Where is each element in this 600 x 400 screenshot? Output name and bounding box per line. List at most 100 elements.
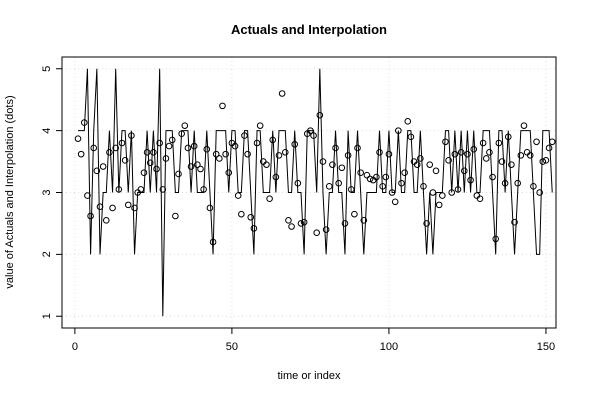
actual-point: [338, 164, 346, 172]
actual-point: [332, 144, 339, 152]
actual-point: [335, 179, 342, 187]
x-tick-label: 150: [537, 341, 555, 353]
actual-point: [413, 161, 421, 168]
actual-point: [93, 167, 101, 175]
actual-point: [373, 173, 380, 181]
actual-point: [520, 122, 528, 129]
actual-point: [143, 148, 151, 156]
actual-point: [533, 138, 540, 146]
actual-point: [376, 148, 383, 156]
actual-point: [231, 142, 239, 150]
actual-point: [445, 157, 452, 164]
actual-point: [307, 127, 314, 134]
actual-point: [448, 189, 456, 196]
actual-point: [197, 165, 204, 173]
actual-point: [467, 176, 474, 184]
actual-point: [275, 152, 283, 159]
y-tick-label: 2: [41, 251, 53, 257]
actual-point: [457, 148, 465, 156]
actual-point: [291, 140, 299, 148]
actual-point: [272, 173, 280, 181]
actual-point: [203, 145, 211, 153]
actual-point: [354, 144, 361, 152]
actual-point: [511, 218, 518, 226]
actual-point: [545, 144, 553, 152]
actual-point: [99, 163, 107, 170]
actual-point: [476, 195, 484, 202]
actual-point: [181, 122, 189, 129]
actual-point: [77, 150, 85, 158]
actual-point: [222, 150, 229, 158]
actual-point: [200, 186, 207, 193]
actual-point: [420, 183, 427, 190]
actual-point: [225, 169, 233, 177]
actual-point: [109, 204, 116, 212]
actual-point: [172, 212, 179, 220]
actual-point: [401, 169, 408, 177]
actual-point: [539, 158, 547, 165]
actual-point: [216, 155, 223, 162]
x-axis-label: time or index: [278, 370, 341, 382]
actual-point: [379, 183, 386, 190]
actual-point: [102, 217, 110, 224]
plot-frame: [61, 56, 557, 329]
actual-point: [250, 225, 258, 232]
actual-point: [256, 122, 264, 129]
actual-point: [288, 223, 295, 230]
actual-point: [278, 90, 286, 97]
actual-point: [266, 195, 273, 202]
actual-point: [501, 179, 509, 187]
actual-point: [325, 183, 333, 190]
actual-point: [87, 212, 94, 220]
actual-point: [137, 186, 145, 193]
actual-point: [241, 132, 248, 139]
actual-point: [178, 130, 185, 138]
actual-point: [96, 203, 104, 211]
actual-point: [310, 132, 317, 139]
actual-point: [495, 139, 503, 147]
actual-point: [548, 138, 556, 146]
actual-point: [131, 204, 138, 212]
actual-point: [398, 179, 405, 187]
actual-point: [74, 135, 82, 142]
actual-point: [482, 155, 490, 162]
actual-point: [244, 150, 251, 158]
actual-point: [190, 142, 198, 150]
actual-point: [391, 198, 399, 206]
actual-point: [112, 144, 120, 152]
actual-point: [536, 189, 543, 196]
actual-point: [423, 220, 430, 227]
actual-point: [115, 186, 123, 193]
actual-point: [357, 169, 364, 177]
x-tick-label: 100: [380, 341, 398, 353]
actual-point: [517, 152, 525, 159]
actual-point: [432, 167, 440, 175]
actual-point: [106, 148, 113, 156]
actual-point: [285, 217, 292, 224]
actual-point: [124, 201, 132, 209]
actual-point: [297, 220, 305, 227]
actual-point: [329, 161, 336, 168]
y-tick-label: 5: [41, 66, 53, 72]
actual-point: [442, 138, 449, 146]
actual-point: [322, 226, 330, 233]
actual-point: [150, 148, 157, 156]
actual-point: [486, 148, 493, 156]
actual-point: [253, 139, 261, 147]
chart-title: Actuals and Interpolation: [231, 22, 387, 37]
actual-point: [238, 210, 245, 218]
actual-point: [526, 152, 534, 159]
actual-point: [146, 159, 154, 167]
actual-point: [388, 189, 396, 196]
actual-point: [300, 218, 308, 226]
actual-point: [219, 102, 226, 110]
actual-point: [121, 157, 129, 164]
actual-point: [426, 161, 434, 168]
actual-point: [489, 173, 496, 181]
actual-point: [404, 118, 412, 125]
actual-point: [344, 152, 352, 159]
actual-point: [464, 150, 471, 158]
actual-point: [281, 148, 289, 156]
